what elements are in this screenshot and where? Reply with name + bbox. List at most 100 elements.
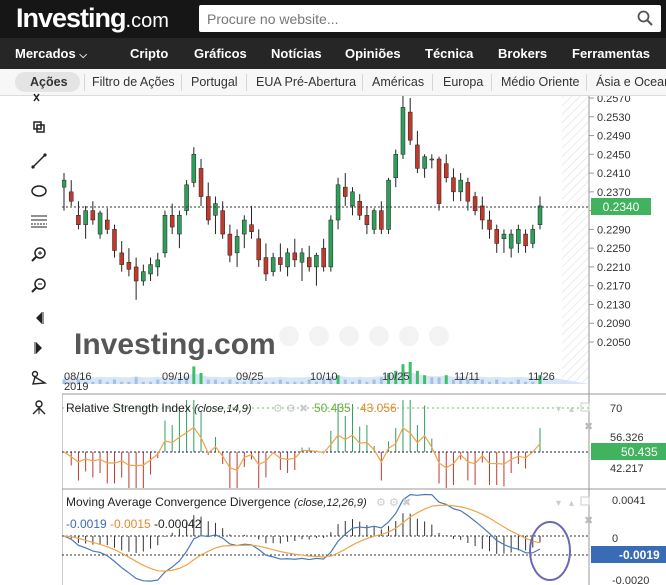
subnav-americas[interactable]: Américas: [372, 75, 425, 89]
volume-bar: [76, 379, 80, 384]
highlight-ellipse[interactable]: [529, 521, 571, 581]
volume-bar: [250, 379, 254, 384]
volume-bar: [350, 381, 354, 384]
search-placeholder: Procure no website...: [207, 11, 339, 27]
close-icon[interactable]: ✖: [299, 402, 308, 415]
settings-icon[interactable]: ⚙: [273, 402, 283, 415]
candle: [68, 191, 74, 202]
magnet-icon[interactable]: [30, 118, 48, 136]
search-input[interactable]: Procure no website...: [199, 5, 661, 32]
volume-bar: [372, 379, 376, 384]
settings-icon[interactable]: ⚙: [389, 496, 399, 509]
candle: [299, 252, 305, 263]
candle: [97, 212, 103, 235]
candle: [494, 229, 499, 244]
candle: [112, 229, 117, 251]
volume-bar: [177, 379, 181, 384]
y-tick-label: 0.2490: [597, 131, 631, 143]
candle: [278, 257, 283, 265]
subnav-eua[interactable]: EUA Pré-Abertura: [256, 75, 357, 89]
close-icon[interactable]: ✖: [584, 514, 593, 527]
y-tick-label: 0.2410: [597, 168, 631, 180]
zoom-in-icon[interactable]: [30, 246, 48, 264]
x-tick-label: 11/11: [454, 371, 480, 383]
y-tick-label: 0.2050: [597, 337, 631, 349]
volume-bar: [192, 366, 196, 384]
zoom-out-icon[interactable]: [339, 326, 359, 346]
candle: [458, 179, 463, 193]
collapse-icon[interactable]: ▾: [556, 498, 561, 509]
crosshair-icon[interactable]: [30, 92, 48, 110]
volume-bar: [488, 381, 492, 384]
candle: [472, 196, 478, 211]
nav-opinioes[interactable]: Opiniões: [345, 46, 401, 61]
candle: [256, 238, 261, 261]
scroll-left-icon[interactable]: [30, 309, 48, 327]
investing-logo[interactable]: Investing.com: [16, 3, 169, 34]
nav-right-icon[interactable]: [429, 326, 449, 346]
subnav-europa[interactable]: Europa: [443, 75, 484, 89]
y-tick-label: 0.2170: [597, 281, 631, 293]
settings-icon[interactable]: ⚙: [286, 402, 296, 415]
trend-line-icon[interactable]: [30, 152, 48, 170]
move-up-icon[interactable]: ▴: [569, 498, 574, 509]
y-tick-label: 0.2090: [597, 318, 631, 330]
scroll-right-icon[interactable]: [30, 339, 48, 357]
y-tick-label: 0.2130: [597, 299, 631, 311]
volume-bar: [293, 381, 297, 384]
zoom-in-icon[interactable]: [309, 326, 329, 346]
subnav-asia[interactable]: Ásia e Oceania: [596, 75, 666, 89]
rsi-panel-controls: ⚙ ⚙ ✖ ▾ ▴ ✖: [273, 402, 593, 433]
subnav-medio-oriente[interactable]: Médio Oriente: [501, 75, 580, 89]
candle: [465, 182, 471, 202]
maximize-icon[interactable]: [580, 402, 590, 412]
nav-ferramentas[interactable]: Ferramentas: [572, 46, 651, 61]
candle: [242, 219, 247, 235]
maximize-icon[interactable]: [580, 496, 590, 506]
candle: [480, 205, 485, 221]
candle: [443, 163, 449, 179]
pan-icon[interactable]: [399, 326, 419, 346]
chart-area[interactable]: Investing.com 0.2570 0.2530 0.2490 0.2450 0.…: [62, 96, 666, 585]
rsi-value-2: 43.056: [360, 401, 397, 415]
move-up-icon[interactable]: ▴: [569, 404, 574, 415]
reset-icon[interactable]: [369, 326, 389, 346]
close-icon[interactable]: ✖: [402, 496, 411, 509]
volume-bar: [502, 381, 506, 384]
candle: [177, 215, 182, 235]
zoom-controls: [279, 326, 449, 346]
nav-noticias[interactable]: Notícias: [271, 46, 322, 61]
search-icon[interactable]: [637, 10, 653, 31]
candle: [487, 219, 492, 230]
subnav-filtro[interactable]: Filtro de Ações: [92, 75, 175, 89]
collapse-icon[interactable]: ▾: [556, 404, 561, 415]
volume-bar: [538, 375, 542, 384]
nav-mercados[interactable]: Mercados ⌵: [15, 46, 87, 61]
y-tick-label: 0.2450: [597, 149, 631, 161]
settings-icon[interactable]: [30, 398, 48, 416]
nav-cripto[interactable]: Cripto: [130, 46, 169, 61]
nav-left-icon[interactable]: [279, 326, 299, 346]
close-icon[interactable]: ✖: [584, 420, 593, 433]
nav-graficos[interactable]: Gráficos: [194, 46, 247, 61]
fibonacci-icon[interactable]: [30, 212, 48, 230]
volume-bar: [343, 379, 347, 384]
nav-tecnica[interactable]: Técnica: [425, 46, 474, 61]
volume-bar: [235, 381, 239, 384]
volume-bar: [185, 377, 189, 384]
subnav-portugal[interactable]: Portugal: [191, 75, 238, 89]
subnav-acoes[interactable]: Ações: [15, 72, 80, 92]
settings-icon[interactable]: ⚙: [376, 496, 386, 509]
candle: [501, 233, 507, 240]
rsi-value-1: 50.435: [314, 401, 351, 415]
ellipse-icon[interactable]: [30, 182, 48, 200]
zoom-out-icon[interactable]: [30, 277, 48, 295]
volume-bar: [228, 379, 232, 384]
measure-icon[interactable]: [30, 369, 48, 387]
volume-bar: [91, 381, 95, 384]
nav-brokers[interactable]: Brokers: [498, 46, 548, 61]
candle: [306, 257, 312, 268]
candle: [357, 200, 362, 216]
volume-bar: [127, 381, 131, 384]
